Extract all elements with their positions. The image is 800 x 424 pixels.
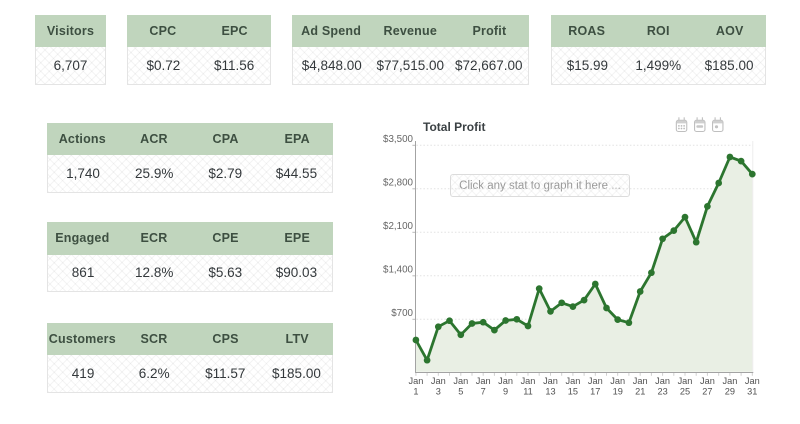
svg-text:$2,100: $2,100: [383, 221, 414, 232]
svg-text:15: 15: [568, 386, 578, 396]
svg-text:Jan: Jan: [408, 376, 423, 386]
svg-text:1: 1: [413, 386, 418, 396]
svg-text:$2,800: $2,800: [383, 178, 414, 189]
svg-text:21: 21: [635, 386, 645, 396]
svg-text:$700: $700: [391, 308, 413, 319]
svg-text:Jan: Jan: [655, 376, 670, 386]
svg-text:Jan: Jan: [453, 376, 468, 386]
svg-text:25: 25: [680, 386, 690, 396]
svg-text:19: 19: [613, 386, 623, 396]
svg-text:27: 27: [702, 386, 712, 396]
svg-text:Jan: Jan: [722, 376, 737, 386]
svg-text:9: 9: [503, 386, 508, 396]
svg-text:$1,400: $1,400: [383, 265, 414, 276]
svg-text:31: 31: [747, 386, 757, 396]
svg-text:Jan: Jan: [745, 376, 760, 386]
svg-text:3: 3: [436, 386, 441, 396]
svg-text:Jan: Jan: [588, 376, 603, 386]
svg-text:Jan: Jan: [543, 376, 558, 386]
svg-text:29: 29: [725, 386, 735, 396]
svg-text:Jan: Jan: [678, 376, 693, 386]
svg-text:Jan: Jan: [476, 376, 491, 386]
svg-text:23: 23: [657, 386, 667, 396]
svg-text:$3,500: $3,500: [383, 134, 414, 145]
svg-text:5: 5: [458, 386, 463, 396]
svg-text:13: 13: [545, 386, 555, 396]
svg-text:Jan: Jan: [431, 376, 446, 386]
svg-text:Jan: Jan: [498, 376, 513, 386]
svg-text:17: 17: [590, 386, 600, 396]
svg-text:Jan: Jan: [633, 376, 648, 386]
svg-text:7: 7: [481, 386, 486, 396]
svg-text:Jan: Jan: [565, 376, 580, 386]
svg-text:Jan: Jan: [610, 376, 625, 386]
svg-text:Jan: Jan: [521, 376, 536, 386]
svg-text:11: 11: [523, 386, 533, 396]
svg-text:Jan: Jan: [700, 376, 715, 386]
